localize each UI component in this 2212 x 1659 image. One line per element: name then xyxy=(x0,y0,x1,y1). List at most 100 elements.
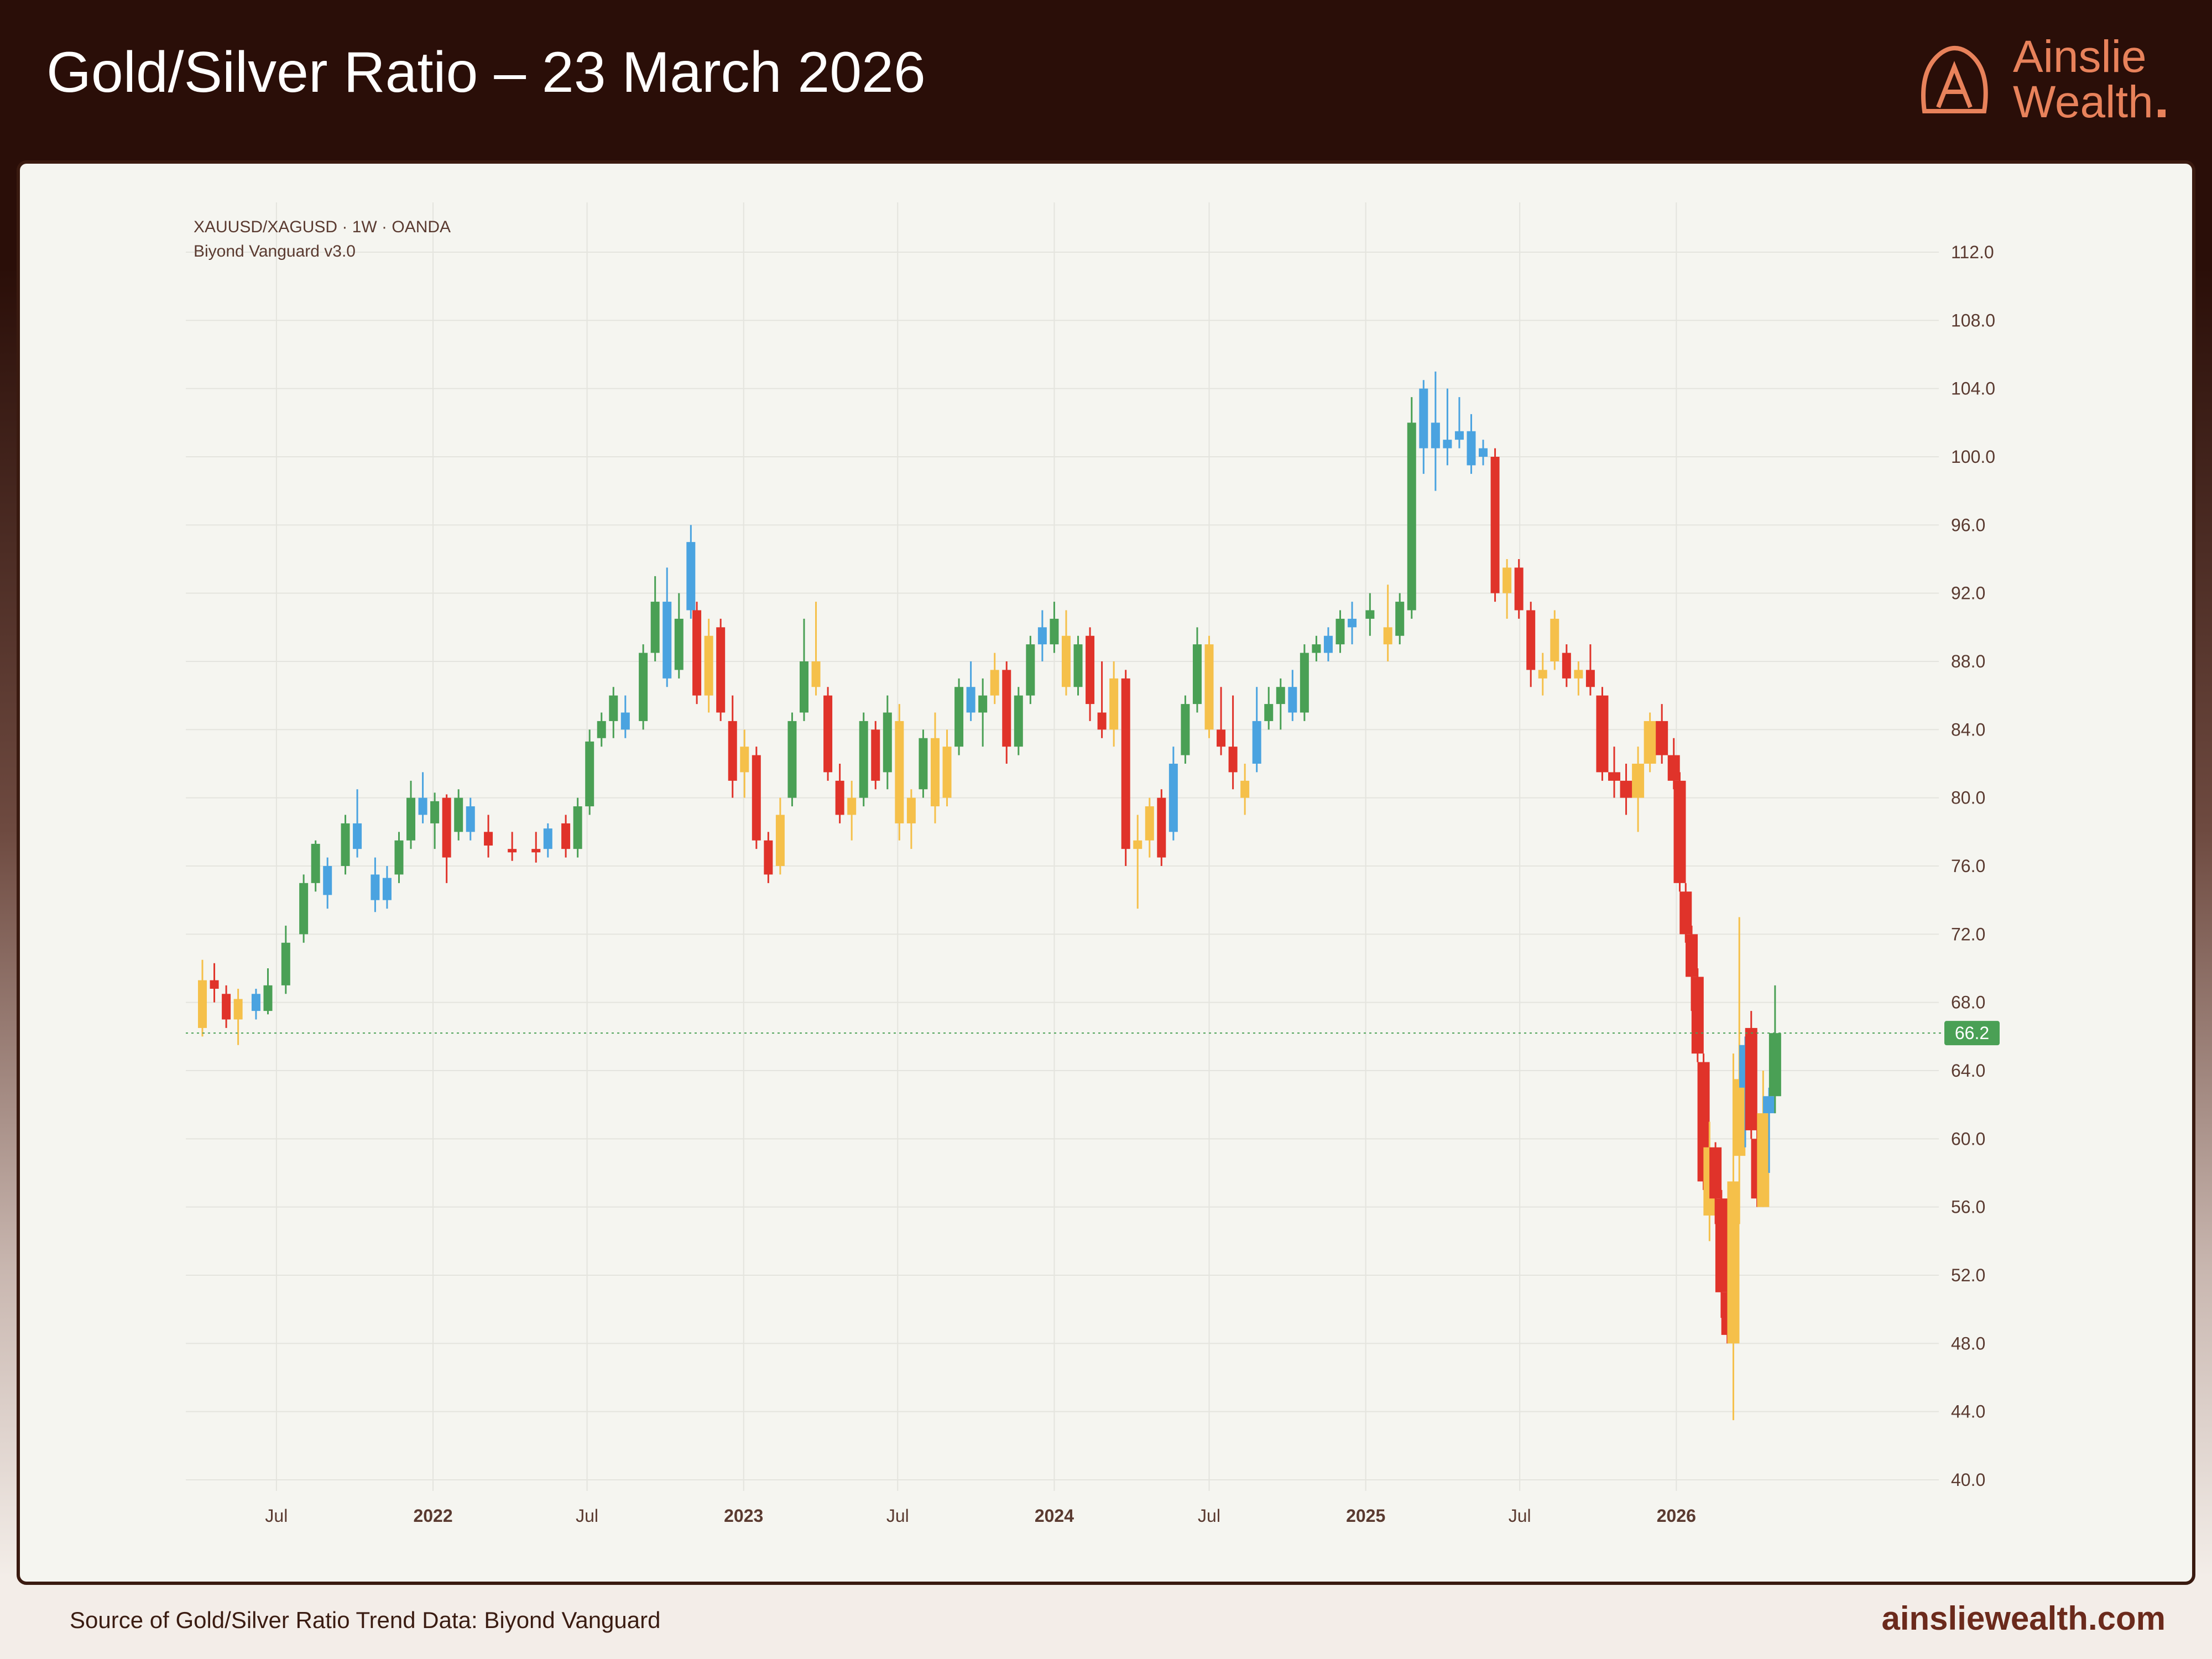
candle-body xyxy=(1300,653,1309,713)
candle-body xyxy=(1709,1147,1722,1199)
candle-body xyxy=(1691,977,1704,1054)
candle-body xyxy=(1240,780,1250,798)
candle-body xyxy=(1596,695,1609,773)
candle-body xyxy=(466,806,475,832)
candle-body xyxy=(674,618,684,670)
candle-body xyxy=(1550,618,1559,661)
candle-body xyxy=(430,801,440,823)
logo-line1: Ainslie xyxy=(2013,32,2147,82)
y-tick-label: 44.0 xyxy=(1951,1402,1985,1422)
candle-body xyxy=(454,797,463,832)
y-tick-label: 88.0 xyxy=(1951,651,1985,671)
candle-body xyxy=(990,670,999,696)
candle-body xyxy=(942,747,952,798)
logo-line2: Wealth xyxy=(2013,80,2166,125)
y-tick-label: 96.0 xyxy=(1951,515,1985,535)
y-tick-label: 84.0 xyxy=(1951,719,1985,739)
logo-wordmark: Ainslie Wealth xyxy=(2013,34,2166,125)
candle-body xyxy=(1443,440,1452,448)
x-tick-label: 2026 xyxy=(1657,1506,1696,1526)
page-title: Gold/Silver Ratio – 23 March 2026 xyxy=(46,40,926,105)
candle-body xyxy=(1312,644,1321,653)
candle-body xyxy=(1490,457,1500,593)
candle-body xyxy=(353,823,362,849)
y-tick-label: 80.0 xyxy=(1951,788,1985,808)
y-tick-label: 64.0 xyxy=(1951,1061,1985,1081)
candle-body xyxy=(1252,721,1261,764)
candle-body xyxy=(1419,388,1428,448)
candle-body xyxy=(1574,670,1583,679)
y-tick-label: 40.0 xyxy=(1951,1470,1985,1490)
candle-body xyxy=(1365,610,1375,619)
candle-body xyxy=(1181,704,1190,755)
candle-body xyxy=(442,797,451,858)
x-tick-label: Jul xyxy=(886,1506,909,1526)
candle-body xyxy=(1768,1033,1781,1097)
candle-body xyxy=(823,695,833,773)
candle-body xyxy=(311,843,320,883)
candle-body xyxy=(198,980,207,1028)
candle-body xyxy=(371,874,380,900)
x-tick-label: Jul xyxy=(1509,1506,1531,1526)
candle-body xyxy=(1745,1027,1757,1130)
candle-body xyxy=(1383,627,1392,645)
y-tick-label: 72.0 xyxy=(1951,924,1985,944)
candle-body xyxy=(978,695,988,713)
y-tick-label: 68.0 xyxy=(1951,993,1985,1013)
candle-body xyxy=(686,542,696,611)
candle-body xyxy=(1757,1113,1770,1207)
candle-body xyxy=(1395,602,1405,636)
candle-body xyxy=(1715,1198,1728,1292)
candle-body xyxy=(1526,610,1536,670)
candle-body xyxy=(1562,653,1571,679)
candle-body xyxy=(1121,678,1130,849)
candle-body xyxy=(620,712,630,730)
candle-body xyxy=(341,823,350,866)
candle-layer xyxy=(198,371,1781,1421)
footer-site[interactable]: ainsliewealth.com xyxy=(1881,1600,2166,1637)
candle-body xyxy=(752,755,761,841)
last-price-badge xyxy=(1944,1021,2000,1046)
x-tick-label: 2025 xyxy=(1346,1506,1385,1526)
chart-symbol: XAUUSD/XAGUSD · 1W · OANDA xyxy=(194,218,451,236)
y-tick-label: 108.0 xyxy=(1951,310,1995,330)
candle-body xyxy=(847,797,857,815)
candle-body xyxy=(639,653,648,721)
candle-body xyxy=(716,627,726,713)
candle-body xyxy=(1264,704,1274,721)
chart-panel: 112.0 108.0 104.0 100.0 96.0 92.0 88.0 84.0 80.0… xyxy=(17,160,2195,1585)
candle-body xyxy=(1026,644,1035,696)
candle-body xyxy=(1632,764,1645,798)
candle-body xyxy=(233,999,243,1020)
candle-body xyxy=(930,738,940,807)
candle-body xyxy=(1454,431,1464,440)
y-tick-label: 52.0 xyxy=(1951,1265,1985,1285)
candle-body xyxy=(1673,780,1686,883)
candle-body xyxy=(406,797,416,841)
candle-body xyxy=(1168,764,1178,832)
candle-body xyxy=(1323,635,1333,653)
candle-body xyxy=(263,985,273,1011)
label-layer: 112.0 108.0 104.0 100.0 96.0 92.0 88.0 84.0 80.0… xyxy=(186,242,2000,1526)
candle-body xyxy=(871,729,880,781)
candle-body xyxy=(585,741,594,807)
candle-body xyxy=(954,687,964,747)
candle-body xyxy=(543,828,552,849)
candle-body xyxy=(1585,670,1595,687)
candle-body xyxy=(281,942,290,985)
candle-body xyxy=(1763,1096,1776,1114)
x-tick-label: 2024 xyxy=(1035,1506,1074,1526)
candle-body xyxy=(1157,797,1166,858)
candle-body xyxy=(1109,678,1119,730)
candle-body xyxy=(299,883,309,935)
candle-body xyxy=(906,797,916,823)
candle-body xyxy=(1050,618,1059,645)
candle-body xyxy=(650,602,660,653)
candle-body xyxy=(740,747,749,773)
candle-body xyxy=(1620,780,1632,798)
candle-body xyxy=(1192,644,1202,705)
x-tick-label: Jul xyxy=(265,1506,288,1526)
header-band xyxy=(0,0,2212,160)
candle-body xyxy=(1514,567,1524,611)
candle-body xyxy=(1467,431,1476,466)
